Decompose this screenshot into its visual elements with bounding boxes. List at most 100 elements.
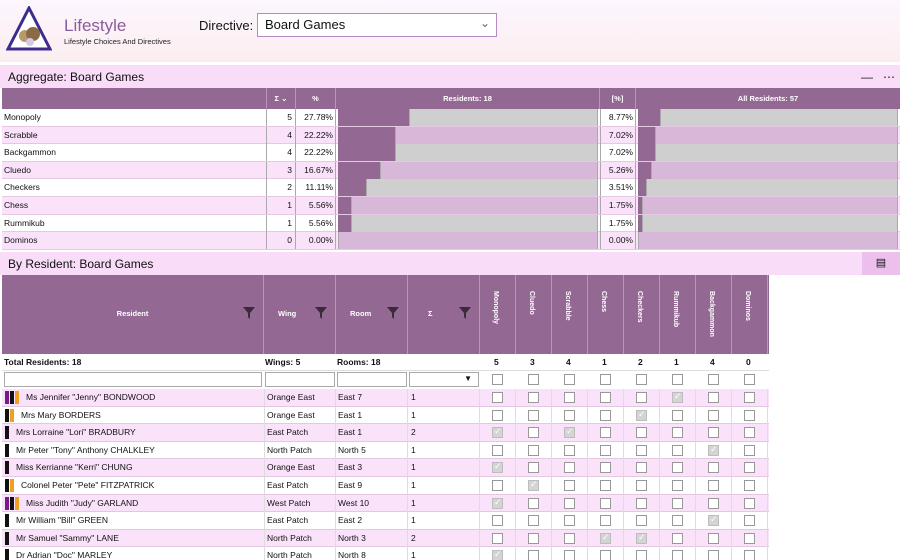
game-checkbox[interactable] — [636, 497, 647, 509]
game-filter-checkbox[interactable] — [744, 374, 755, 385]
game-checkbox[interactable] — [528, 532, 539, 544]
game-filter-checkbox[interactable] — [564, 374, 575, 385]
game-checkbox[interactable] — [636, 515, 647, 527]
game-checkbox[interactable] — [636, 427, 647, 439]
layout-toggle-icon[interactable]: ▤ — [862, 252, 900, 275]
game-checkbox[interactable] — [564, 426, 575, 439]
game-checkbox[interactable] — [564, 515, 575, 527]
game-checkbox[interactable] — [672, 427, 683, 439]
game-filter-checkbox[interactable] — [708, 374, 719, 385]
game-checkbox[interactable] — [528, 409, 539, 421]
aggregate-row[interactable]: Monopoly 5 27.78% 8.77% — [2, 109, 900, 127]
minimize-icon[interactable]: — — [861, 69, 873, 84]
game-checkbox[interactable] — [672, 409, 683, 421]
game-checkbox[interactable] — [492, 426, 503, 439]
game-checkbox[interactable] — [528, 479, 539, 491]
game-checkbox[interactable] — [744, 427, 755, 439]
game-checkbox[interactable] — [672, 462, 683, 474]
game-checkbox[interactable] — [600, 462, 611, 474]
game-checkbox[interactable] — [528, 462, 539, 474]
game-checkbox[interactable] — [492, 532, 503, 544]
game-column-header[interactable]: Dominos — [732, 275, 768, 354]
game-checkbox[interactable] — [564, 550, 575, 560]
game-column-header[interactable]: Cluedo — [516, 275, 552, 354]
game-checkbox[interactable] — [672, 480, 683, 491]
game-checkbox[interactable] — [672, 550, 683, 560]
game-filter-checkbox[interactable] — [492, 374, 503, 385]
game-checkbox[interactable] — [492, 392, 503, 403]
game-checkbox[interactable] — [708, 392, 719, 403]
game-checkbox[interactable] — [564, 392, 575, 403]
game-checkbox[interactable] — [564, 480, 575, 491]
game-checkbox[interactable] — [528, 444, 539, 456]
aggregate-row[interactable]: Cluedo 3 16.67% 5.26% — [2, 161, 900, 180]
game-checkbox[interactable] — [636, 444, 647, 456]
resident-row[interactable]: Dr Adrian "Doc" MARLEY North Patch North 8… — [2, 547, 769, 560]
game-column-header[interactable]: Chess — [588, 275, 624, 354]
game-checkbox[interactable] — [492, 549, 503, 560]
game-checkbox[interactable] — [600, 392, 611, 403]
game-checkbox[interactable] — [708, 462, 719, 474]
room-filter-input[interactable] — [337, 372, 407, 387]
game-checkbox[interactable] — [600, 532, 611, 544]
game-checkbox[interactable] — [636, 392, 647, 403]
game-checkbox[interactable] — [492, 480, 503, 491]
game-checkbox[interactable] — [564, 532, 575, 544]
game-checkbox[interactable] — [672, 532, 683, 544]
game-filter-checkbox[interactable] — [636, 374, 647, 385]
game-checkbox[interactable] — [708, 514, 719, 527]
game-column-header[interactable]: Monopoly — [480, 275, 516, 354]
resident-row[interactable]: Colonel Peter "Pete" FITZPATRICK East Pat… — [2, 477, 769, 495]
game-checkbox[interactable] — [492, 497, 503, 509]
game-checkbox[interactable] — [672, 391, 683, 403]
game-checkbox[interactable] — [564, 409, 575, 421]
game-checkbox[interactable] — [600, 427, 611, 439]
game-filter-checkbox[interactable] — [600, 374, 611, 385]
resident-row[interactable]: Mr Samuel "Sammy" LANE North Patch North 3… — [2, 529, 769, 548]
sort-sigma-column[interactable]: Σ ⌄ — [267, 88, 296, 109]
game-filter-checkbox[interactable] — [672, 374, 683, 385]
game-checkbox[interactable] — [636, 462, 647, 474]
resident-row[interactable]: Ms Jennifer "Jenny" BONDWOOD Orange East E… — [2, 389, 769, 407]
game-checkbox[interactable] — [672, 444, 683, 456]
game-checkbox[interactable] — [744, 515, 755, 527]
resident-row[interactable]: Miss Judith "Judy" GARLAND West Patch West… — [2, 494, 769, 513]
game-checkbox[interactable] — [708, 497, 719, 509]
game-checkbox[interactable] — [708, 550, 719, 560]
game-checkbox[interactable] — [564, 462, 575, 474]
game-checkbox[interactable] — [528, 497, 539, 509]
game-checkbox[interactable] — [600, 497, 611, 509]
room-column-header[interactable]: Room — [336, 275, 408, 354]
game-checkbox[interactable] — [636, 409, 647, 421]
game-checkbox[interactable] — [708, 480, 719, 491]
sigma-column-header[interactable]: Σ — [408, 275, 480, 354]
game-checkbox[interactable] — [744, 497, 755, 509]
game-checkbox[interactable] — [708, 427, 719, 439]
game-column-header[interactable]: Scrabble — [552, 275, 588, 354]
game-checkbox[interactable] — [744, 550, 755, 560]
game-checkbox[interactable] — [600, 550, 611, 560]
game-checkbox[interactable] — [672, 497, 683, 509]
sigma-filter-select[interactable]: ▼ — [409, 372, 479, 387]
game-checkbox[interactable] — [564, 444, 575, 456]
aggregate-row[interactable]: Scrabble 4 22.22% 7.02% — [2, 126, 900, 145]
game-checkbox[interactable] — [528, 515, 539, 527]
game-checkbox[interactable] — [492, 515, 503, 527]
game-checkbox[interactable] — [600, 515, 611, 527]
game-checkbox[interactable] — [600, 409, 611, 421]
game-column-header[interactable]: Rummikub — [660, 275, 696, 354]
resident-row[interactable]: Mr Peter "Tony" Anthony CHALKLEY North Pa… — [2, 441, 769, 460]
resident-filter-input[interactable] — [4, 372, 262, 387]
game-column-header[interactable]: Checkers — [624, 275, 660, 354]
game-checkbox[interactable] — [564, 497, 575, 509]
game-checkbox[interactable] — [744, 462, 755, 474]
resident-row[interactable]: Miss Kerrianne "Kerri" CHUNG Orange East E… — [2, 459, 769, 477]
game-checkbox[interactable] — [636, 532, 647, 544]
game-checkbox[interactable] — [744, 532, 755, 544]
game-checkbox[interactable] — [492, 461, 503, 474]
aggregate-row[interactable]: Rummikub 1 5.56% 1.75% — [2, 214, 900, 233]
game-checkbox[interactable] — [744, 480, 755, 491]
game-checkbox[interactable] — [672, 515, 683, 527]
